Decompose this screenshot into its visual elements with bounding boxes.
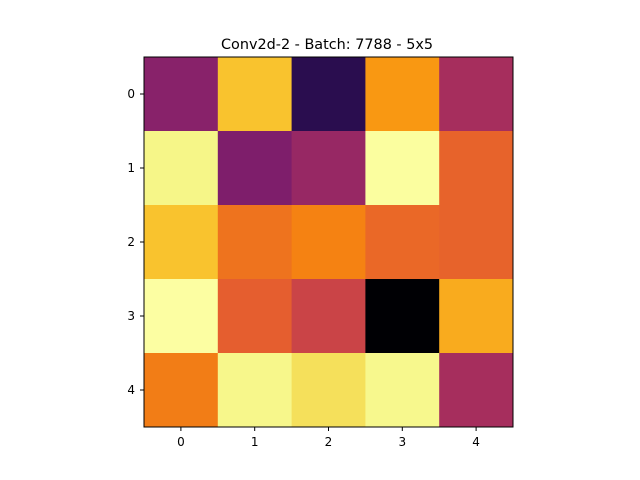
heatmap-cell-r1-c0 (144, 131, 219, 206)
x-tick-label: 1 (251, 435, 259, 449)
heatmap-cell-r1-c2 (291, 131, 366, 206)
heatmap-cell-r0-c1 (217, 57, 293, 132)
heatmap-cell-r1-c3 (365, 131, 440, 206)
heatmap-cell-r3-c4 (439, 279, 514, 354)
chart-title: Conv2d-2 - Batch: 7788 - 5x5 (221, 37, 433, 53)
heatmap-cells (144, 57, 514, 428)
heatmap-cell-r2-c4 (439, 205, 514, 280)
heatmap-cell-r0-c3 (365, 57, 440, 132)
x-tick-label: 2 (325, 435, 333, 449)
heatmap-cell-r4-c3 (365, 353, 440, 428)
heatmap-cell-r4-c2 (291, 353, 366, 428)
heatmap-cell-r2-c3 (365, 205, 440, 280)
y-axis: 0 1 2 3 4 (127, 87, 144, 397)
y-tick-label: 1 (127, 161, 135, 175)
heatmap-cell-r3-c3 (365, 279, 440, 354)
y-tick-label: 3 (127, 309, 135, 323)
heatmap-cell-r4-c0 (144, 353, 219, 428)
x-tick-label: 4 (472, 435, 480, 449)
heatmap-cell-r0-c2 (291, 57, 366, 132)
heatmap-cell-r2-c1 (217, 205, 293, 280)
heatmap-cell-r3-c0 (144, 279, 219, 354)
y-tick-label: 0 (127, 87, 135, 101)
y-tick-label: 4 (127, 383, 135, 397)
heatmap-cell-r4-c4 (439, 353, 514, 428)
heatmap-cell-r3-c1 (217, 279, 293, 354)
heatmap-cell-r0-c4 (439, 57, 514, 132)
x-tick-label: 0 (177, 435, 185, 449)
heatmap-cell-r3-c2 (291, 279, 366, 354)
heatmap-cell-r4-c1 (217, 353, 293, 428)
heatmap-cell-r1-c4 (439, 131, 514, 206)
x-axis: 0 1 2 3 4 (177, 427, 480, 449)
heatmap-cell-r0-c0 (144, 57, 219, 132)
x-tick-label: 3 (398, 435, 406, 449)
y-tick-label: 2 (127, 235, 135, 249)
heatmap-cell-r2-c0 (144, 205, 219, 280)
heatmap-cell-r2-c2 (291, 205, 366, 280)
heatmap-cell-r1-c1 (217, 131, 293, 206)
